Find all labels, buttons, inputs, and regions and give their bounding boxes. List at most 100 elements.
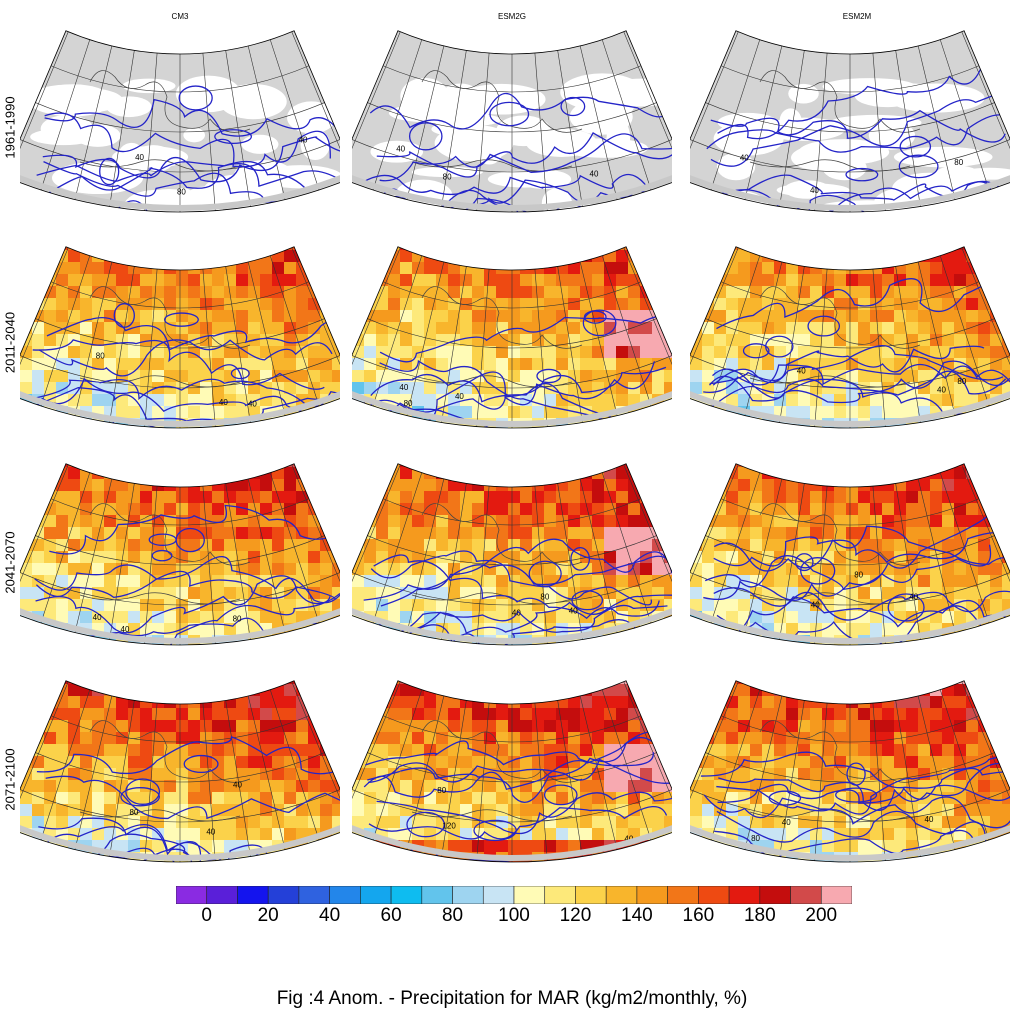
anomaly-cell bbox=[224, 246, 236, 250]
anomaly-cell bbox=[954, 720, 966, 732]
colorbar-bin bbox=[790, 885, 822, 905]
anomaly-cell bbox=[296, 527, 308, 539]
ocean-patch bbox=[112, 146, 189, 168]
anomaly-cell bbox=[738, 599, 750, 611]
anomaly-cell bbox=[604, 816, 616, 828]
anomaly-cell bbox=[966, 768, 978, 780]
anomaly-cell bbox=[580, 463, 592, 467]
anomaly-cell bbox=[990, 358, 1002, 370]
anomaly-cell bbox=[448, 816, 460, 828]
anomaly-cell bbox=[80, 430, 92, 438]
anomaly-cell bbox=[364, 708, 376, 720]
anomaly-cell bbox=[436, 720, 448, 732]
anomaly-cell bbox=[870, 322, 882, 334]
anomaly-cell bbox=[32, 250, 44, 262]
anomaly-cell bbox=[272, 430, 284, 438]
anomaly-cell bbox=[664, 563, 672, 575]
anomaly-cell bbox=[532, 310, 544, 322]
anomaly-cell bbox=[152, 684, 164, 696]
anomaly-cell bbox=[690, 804, 702, 816]
precip-contour bbox=[35, 378, 340, 407]
anomaly-cell bbox=[628, 780, 640, 792]
anomaly-cell bbox=[104, 768, 116, 780]
anomaly-cell bbox=[496, 539, 508, 551]
anomaly-cell bbox=[762, 864, 774, 872]
anomaly-cell bbox=[544, 527, 556, 539]
contour-label: 80 bbox=[540, 593, 549, 602]
anomaly-cell bbox=[664, 756, 672, 768]
anomaly-cell bbox=[1002, 515, 1010, 527]
anomaly-cell bbox=[20, 358, 32, 370]
anomaly-cell bbox=[568, 286, 580, 298]
anomaly-cell bbox=[580, 322, 592, 334]
anomaly-cell bbox=[376, 370, 388, 382]
anomaly-cell bbox=[652, 680, 664, 684]
anomaly-cell bbox=[750, 680, 762, 684]
anomaly-cell bbox=[92, 479, 104, 491]
anomaly-cell bbox=[260, 864, 272, 872]
anomaly-cell bbox=[364, 467, 376, 479]
anomaly-cell bbox=[176, 708, 188, 720]
anomaly-cell bbox=[376, 310, 388, 322]
anomaly-cell bbox=[400, 394, 412, 406]
anomaly-cell bbox=[460, 708, 472, 720]
anomaly-cell bbox=[882, 587, 894, 599]
anomaly-cell bbox=[248, 804, 260, 816]
anomaly-cell bbox=[714, 864, 726, 872]
anomaly-cell bbox=[104, 864, 116, 872]
anomaly-cell bbox=[750, 503, 762, 515]
anomaly-cell bbox=[942, 310, 954, 322]
anomaly-cell bbox=[436, 262, 448, 274]
contour-label: 80 bbox=[129, 808, 138, 817]
anomaly-cell bbox=[954, 346, 966, 358]
meridian bbox=[144, 269, 158, 427]
meridian bbox=[406, 478, 445, 633]
anomaly-cell bbox=[604, 358, 616, 370]
anomaly-cell bbox=[906, 828, 918, 840]
anomaly-cell bbox=[212, 684, 224, 696]
anomaly-cell bbox=[858, 298, 870, 310]
anomaly-cell bbox=[834, 575, 846, 587]
meridian bbox=[20, 31, 69, 178]
anomaly-cell bbox=[640, 346, 652, 358]
anomaly-cell bbox=[104, 623, 116, 635]
anomaly-cell bbox=[762, 286, 774, 298]
anomaly-cell bbox=[834, 467, 846, 479]
anomaly-cell bbox=[664, 310, 672, 322]
anomaly-cell bbox=[212, 515, 224, 527]
anomaly-cell bbox=[164, 463, 176, 467]
anomaly-cell bbox=[966, 708, 978, 720]
anomaly-cell bbox=[308, 635, 320, 646]
anomaly-cell bbox=[200, 346, 212, 358]
anomaly-cell bbox=[906, 599, 918, 611]
anomaly-cell bbox=[604, 479, 616, 491]
anomaly-cell bbox=[200, 539, 212, 551]
anomaly-cell bbox=[664, 491, 672, 503]
anomaly-cell bbox=[882, 250, 894, 262]
anomaly-cell bbox=[664, 527, 672, 539]
anomaly-cell bbox=[436, 792, 448, 804]
anomaly-cell bbox=[702, 696, 714, 708]
anomaly-cell bbox=[870, 623, 882, 635]
anomaly-cell bbox=[412, 611, 424, 623]
anomaly-cell bbox=[762, 262, 774, 274]
anomaly-cell bbox=[388, 732, 400, 744]
anomaly-cell bbox=[702, 732, 714, 744]
anomaly-cell bbox=[774, 262, 786, 274]
anomaly-cell bbox=[568, 720, 580, 732]
anomaly-cell bbox=[774, 539, 786, 551]
anomaly-cell bbox=[664, 852, 672, 863]
meridian bbox=[476, 53, 490, 211]
anomaly-cell bbox=[140, 647, 152, 655]
parallel bbox=[50, 498, 310, 526]
anomaly-cell bbox=[484, 575, 496, 587]
anomaly-cell bbox=[942, 575, 954, 587]
anomaly-cell bbox=[388, 527, 400, 539]
anomaly-cell bbox=[56, 720, 68, 732]
anomaly-cell bbox=[858, 479, 870, 491]
anomaly-cell bbox=[352, 816, 364, 828]
anomaly-cell bbox=[308, 418, 320, 429]
anomaly-cell bbox=[128, 744, 140, 756]
anomaly-cell bbox=[496, 334, 508, 346]
